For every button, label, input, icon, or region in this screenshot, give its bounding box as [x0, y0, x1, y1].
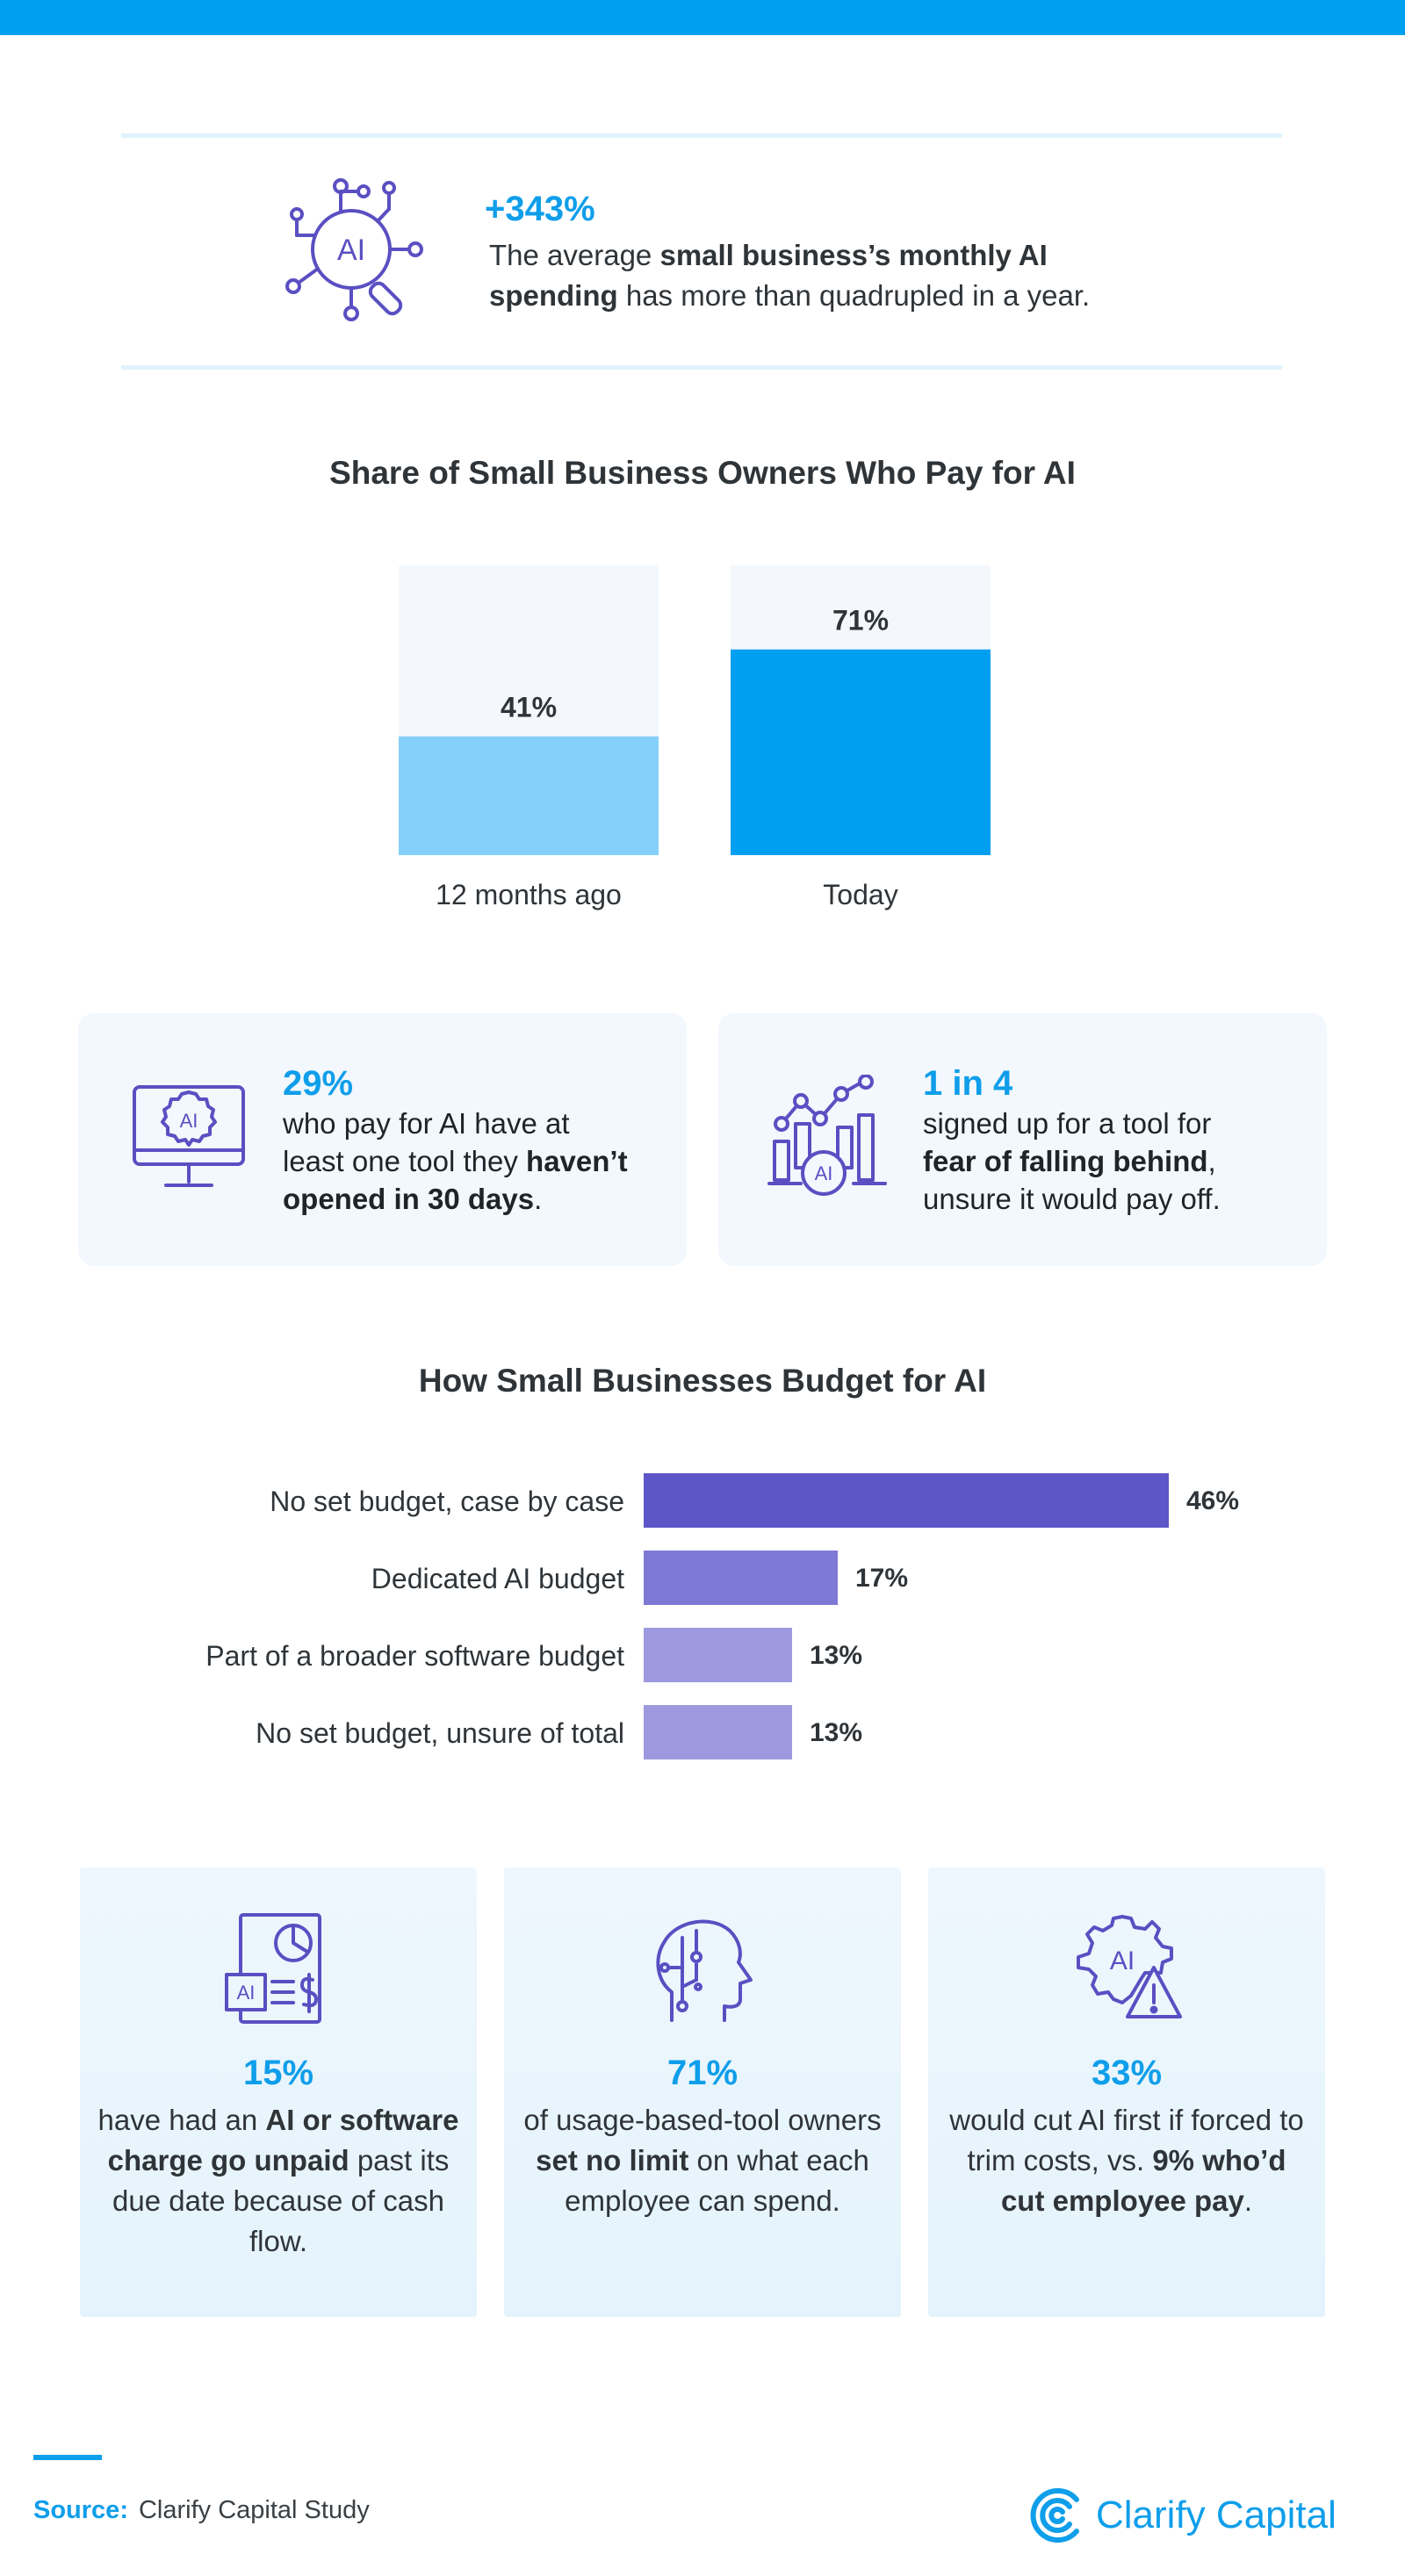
hero-stat: +343%: [485, 190, 595, 228]
share-paying-bar-chart: 41% 12 months ago 71% Today: [399, 565, 991, 910]
svg-text:AI: AI: [815, 1162, 833, 1184]
source-accent-line: [33, 2455, 102, 2460]
ai-invoice-icon: AI: [225, 1913, 321, 2024]
hero-top-divider: [121, 133, 1282, 138]
bar: [731, 649, 991, 855]
svg-text:AI: AI: [180, 1110, 198, 1132]
source-label: Source:: [33, 2496, 128, 2524]
ai-head-circuit-icon: [656, 1919, 753, 2022]
bar-value-label: 71%: [832, 605, 889, 637]
ai-gear-warning-icon: AI: [1077, 1915, 1182, 2018]
top-accent-bar: [0, 0, 1405, 35]
card-stat: 1 in 4: [923, 1064, 1013, 1103]
brand-name: Clarify Capital: [1096, 2493, 1337, 2536]
card-stat: 15%: [242, 2054, 314, 2092]
category-label: 12 months ago: [436, 879, 622, 910]
bar: [399, 736, 659, 855]
bar-value-label: 17%: [855, 1564, 908, 1593]
bar: [644, 1628, 792, 1682]
category-label: No set budget, case by case: [270, 1486, 624, 1517]
ai-monitor-gear-icon: AI: [133, 1085, 245, 1187]
card-text: would cut AI first if forced to trim cos…: [949, 2104, 1304, 2217]
card-stat: 33%: [1091, 2054, 1163, 2092]
chart-title-budget: How Small Businesses Budget for AI: [418, 1363, 987, 1399]
category-label: No set budget, unsure of total: [256, 1717, 624, 1749]
card-text: who pay for AI have at least one tool th…: [283, 1107, 628, 1215]
brand-logo: Clarify Capital: [1027, 2485, 1337, 2546]
card-stat: 71%: [666, 2054, 739, 2092]
clarify-capital-logo-icon: [1030, 2488, 1079, 2543]
category-label: Part of a broader software budget: [205, 1640, 624, 1672]
bar-value-label: 13%: [810, 1641, 862, 1670]
hero-bottom-divider: [121, 365, 1282, 370]
bar: [644, 1473, 1169, 1528]
ai-growth-chart-icon: AI: [767, 1075, 887, 1196]
stat-card-unused-tools: AI 29% who pay for AI have at least one …: [78, 1013, 687, 1266]
category-label: Dedicated AI budget: [371, 1563, 624, 1594]
category-label: Today: [823, 879, 897, 910]
bottom-card-cut-ai: AI 33% would cut AI first if forced to t…: [928, 1867, 1325, 2317]
card-text: have had an AI or software charge go unp…: [97, 2104, 459, 2257]
svg-text:AI: AI: [337, 234, 365, 267]
chart-title-share: Share of Small Business Owners Who Pay f…: [329, 455, 1076, 491]
bar: [644, 1551, 838, 1605]
bar-value-label: 46%: [1186, 1486, 1239, 1515]
budget-horizontal-bar-chart: No set budget, case by case 46% Dedicated …: [205, 1473, 1239, 1759]
svg-text:AI: AI: [1110, 1946, 1135, 1975]
card-text: of usage-based-tool owners set no limit …: [523, 2104, 882, 2217]
source-note: Source: Clarify Capital Study: [33, 2496, 370, 2525]
ai-network-icon: AI: [285, 178, 423, 321]
bottom-card-no-limit: 71% of usage-based-tool owners set no li…: [504, 1867, 901, 2317]
bottom-card-unpaid: AI 15% have had an AI or software charge…: [80, 1867, 477, 2317]
bar-value-label: 41%: [501, 692, 557, 723]
source-text: Clarify Capital Study: [138, 2496, 370, 2524]
bar-value-label: 13%: [810, 1718, 862, 1747]
stat-card-fear: AI 1 in 4 signed up for a tool for fear …: [718, 1013, 1327, 1266]
svg-text:AI: AI: [237, 1982, 256, 2004]
card-stat: 29%: [283, 1064, 354, 1103]
bar: [644, 1705, 792, 1759]
card-text: signed up for a tool for fear of falling…: [923, 1107, 1221, 1215]
hero-text: The average small business’s monthly AI …: [489, 239, 1091, 312]
